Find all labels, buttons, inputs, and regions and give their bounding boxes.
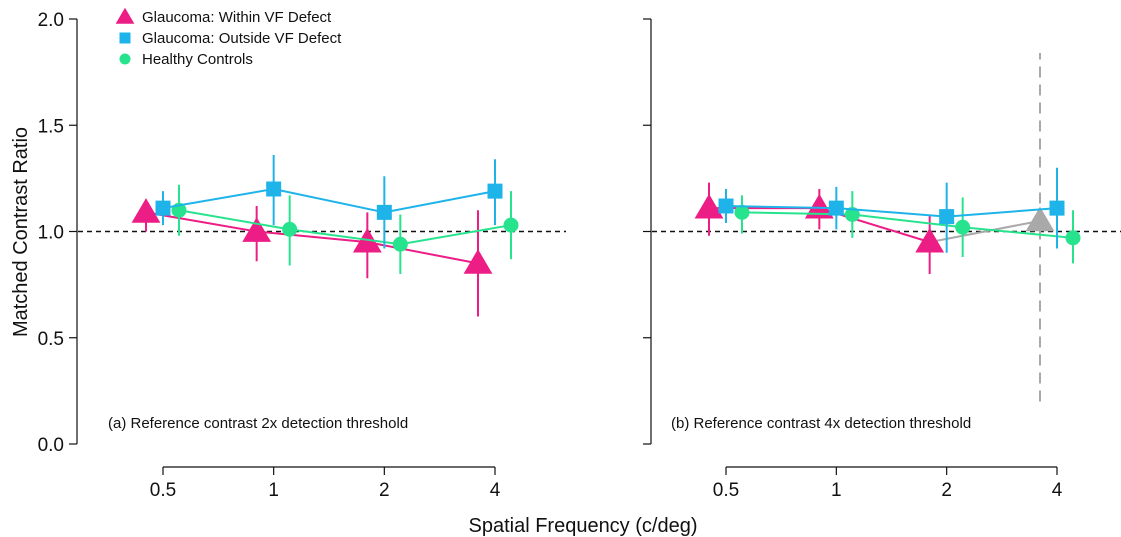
series-line [162,187,496,214]
legend-label: Glaucoma: Within VF Defect [142,9,332,26]
x-tick-label: 4 [490,480,501,501]
panel-label: (a) Reference contrast 2x detection thre… [108,415,408,432]
legend: Glaucoma: Within VF Defect Glaucoma: Outs… [115,7,342,68]
square-marker [376,204,392,220]
x-axes: 0.5 1 2 4 0.5 1 2 4 [150,466,1063,501]
legend-item: Healthy Controls [119,51,253,68]
series-triangle [694,182,945,274]
series-line [178,209,512,246]
y-tick-label: 1.5 [38,116,64,137]
panel-a: (a) Reference contrast 2x detection thre… [78,155,566,432]
y-axis-label: Matched Contrast Ratio [10,127,32,337]
series-line [741,211,1074,239]
legend-item: Glaucoma: Outside VF Defect [119,30,342,47]
legend-item: Glaucoma: Within VF Defect [115,7,332,26]
series-line [929,219,1041,244]
triangle-marker [1025,206,1055,232]
series-circle [171,184,519,274]
triangle-marker [131,198,161,223]
y-tick-label: 0.0 [38,435,64,456]
circle-marker [392,236,408,252]
y-tick-label: 1.0 [38,223,64,244]
triangle-marker [915,227,945,253]
x-tick-label: 2 [941,480,952,501]
x-tick-label: 0.5 [713,480,739,501]
x-tick-label: 1 [831,480,842,501]
circle-marker [844,207,860,222]
circle-marker [955,219,971,235]
square-marker [155,200,171,216]
circle-marker [282,221,298,237]
series-line [145,211,479,265]
x-tick-label: 0.5 [150,480,176,501]
square-marker [487,183,503,199]
series-triangle [131,198,493,317]
circle-marker [503,217,519,233]
panel-b: (b) Reference contrast 4x detection thre… [643,18,1121,445]
x-tick-label: 4 [1052,480,1063,501]
triangle-marker [242,217,272,242]
square-marker [718,198,734,214]
square-marker [939,209,955,225]
panel-label: (b) Reference contrast 4x detection thre… [671,415,971,432]
circle-marker [1065,230,1081,246]
circle-marker [119,53,131,65]
square-marker [119,32,131,44]
triangle-marker [115,7,135,24]
triangle-marker [463,249,493,274]
x-tick-label: 1 [268,480,279,501]
x-axis-label: Spatial Frequency (c/deg) [468,515,697,537]
legend-label: Glaucoma: Outside VF Defect [142,30,342,47]
square-marker [266,181,282,197]
square-marker [828,200,844,216]
series-grey-extension [929,53,1055,402]
series-circle [734,191,1081,264]
y-tick-label: 2.0 [38,10,64,31]
series-square [155,155,503,249]
triangle-marker [694,193,724,219]
x-tick-label: 2 [379,480,390,501]
series-square [718,167,1065,253]
y-tick-label: 0.5 [38,329,64,350]
y-axis: 0.0 0.5 1.0 1.5 2.0 [38,10,78,456]
series-line [725,205,1058,218]
triangle-marker [804,193,834,219]
legend-label: Healthy Controls [142,51,253,68]
circle-marker [734,204,750,220]
square-marker [1049,200,1065,216]
